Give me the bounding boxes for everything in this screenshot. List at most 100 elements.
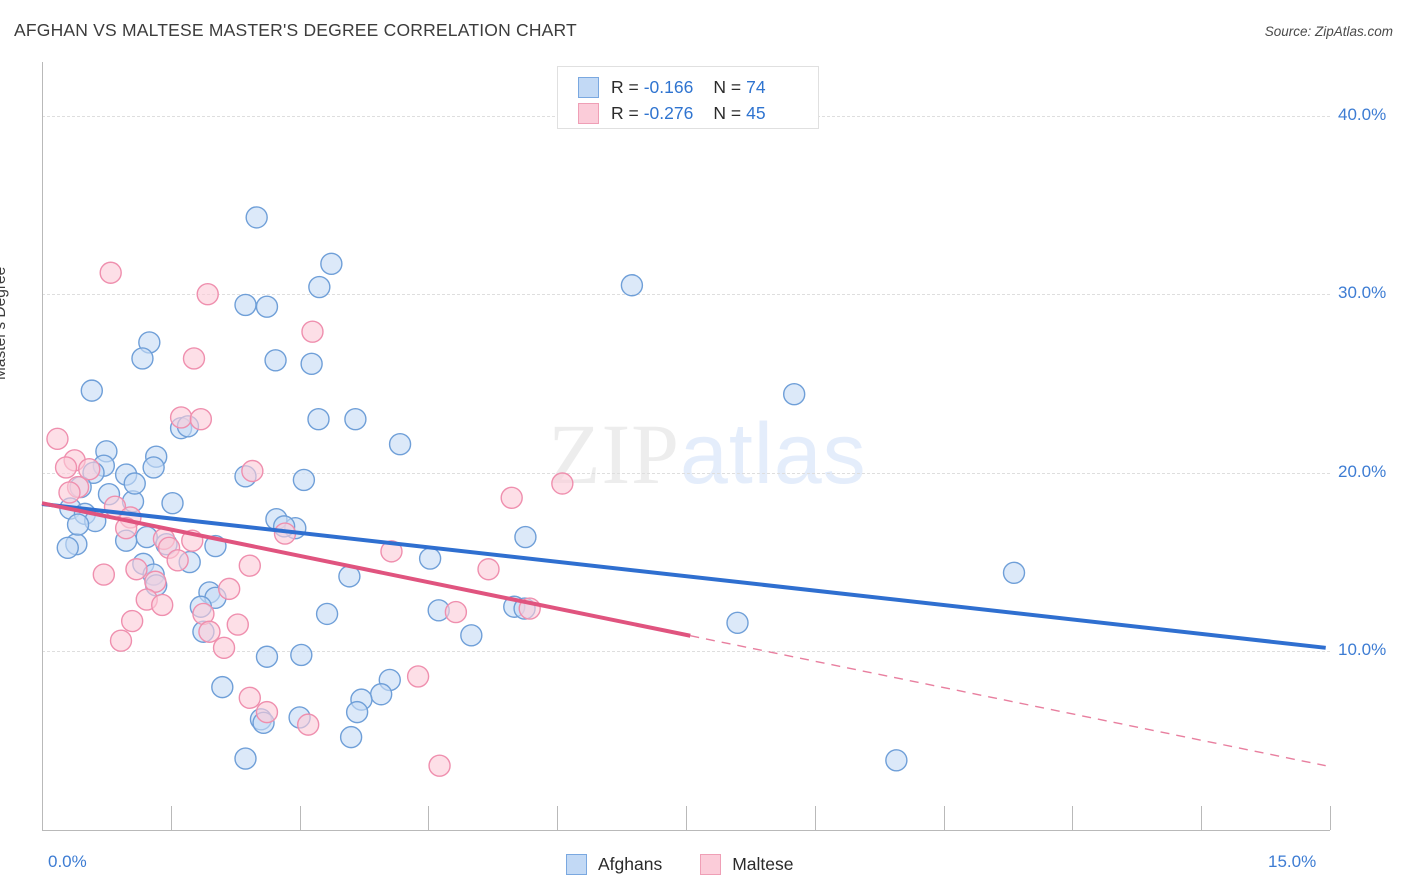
data-point[interactable] [315, 602, 339, 626]
data-point[interactable] [255, 700, 279, 724]
data-point[interactable] [307, 408, 330, 431]
x-axis-tick-label: 15.0% [1268, 852, 1317, 871]
correlation-row-afghans: R = -0.166 N = 74 [578, 75, 766, 99]
data-point[interactable] [301, 320, 324, 343]
series-label-afghans: Afghans [598, 853, 663, 874]
data-point[interactable] [92, 563, 116, 586]
data-point[interactable] [58, 481, 81, 504]
data-point[interactable] [418, 547, 442, 570]
trend-line-afghans [41, 502, 1326, 650]
data-point[interactable] [238, 686, 262, 710]
y-axis-tick-label: 30.0% [1338, 283, 1387, 303]
data-point[interactable] [514, 525, 537, 549]
data-point[interactable] [189, 408, 213, 431]
data-point[interactable] [620, 274, 644, 297]
data-point[interactable] [264, 349, 287, 372]
series-legend-item-afghans[interactable]: Afghans [566, 853, 663, 875]
data-point[interactable] [46, 427, 69, 451]
data-point[interactable] [99, 261, 122, 284]
data-point[interactable] [120, 609, 144, 633]
data-point[interactable] [66, 513, 90, 536]
data-point[interactable] [444, 600, 468, 624]
data-point[interactable] [234, 293, 257, 317]
source-attribution: Source: ZipAtlas.com [1264, 24, 1393, 39]
x-axis-tick-mark [1201, 806, 1203, 830]
data-point[interactable] [54, 456, 78, 479]
data-point[interactable] [211, 675, 234, 699]
x-axis-line [42, 830, 1330, 831]
data-point[interactable] [80, 379, 104, 402]
data-point[interactable] [380, 540, 403, 563]
y-axis-tick-label: 40.0% [1338, 104, 1387, 124]
data-point[interactable] [255, 295, 279, 318]
data-point[interactable] [161, 491, 184, 515]
data-point[interactable] [782, 383, 806, 406]
data-point[interactable] [238, 554, 262, 577]
data-point[interactable] [169, 406, 193, 429]
correlation-row-maltese: R = -0.276 N = 45 [578, 101, 766, 125]
data-point[interactable] [300, 352, 323, 376]
data-point[interactable] [369, 683, 393, 706]
r-value-afghans: -0.166 [643, 76, 694, 97]
data-point[interactable] [226, 613, 249, 636]
trend-line-maltese [41, 501, 691, 638]
data-point[interactable] [551, 472, 574, 495]
data-point[interactable] [109, 629, 133, 652]
y-axis-tick-label: 20.0% [1338, 461, 1387, 481]
r-value-maltese: -0.276 [643, 102, 694, 123]
data-point[interactable] [142, 456, 165, 479]
page-title: AFGHAN VS MALTESE MASTER'S DEGREE CORREL… [14, 20, 577, 40]
series-legend: Afghans Maltese [566, 851, 832, 877]
data-point[interactable] [292, 468, 316, 492]
data-point[interactable] [123, 472, 146, 495]
gridline-y [42, 651, 1330, 653]
data-point[interactable] [182, 347, 206, 370]
data-point[interactable] [477, 558, 500, 581]
data-point[interactable] [460, 624, 483, 647]
data-point[interactable] [198, 620, 221, 643]
data-point[interactable] [151, 593, 174, 617]
data-point[interactable] [241, 459, 264, 483]
data-point[interactable] [406, 665, 430, 688]
x-axis-tick-mark [814, 806, 816, 830]
data-point[interactable] [234, 747, 257, 770]
data-point[interactable] [320, 252, 343, 276]
series-label-maltese: Maltese [732, 853, 794, 874]
data-point[interactable] [212, 636, 236, 660]
y-axis-line [42, 62, 43, 830]
data-point[interactable] [345, 700, 369, 724]
data-point[interactable] [344, 408, 367, 431]
data-point[interactable] [131, 347, 154, 370]
legend-swatch-afghans [578, 76, 599, 98]
data-point[interactable] [885, 749, 908, 772]
data-point[interactable] [196, 282, 219, 306]
trend-line-projection-maltese [690, 635, 1326, 767]
data-point[interactable] [428, 754, 451, 777]
y-axis-tick-label: 10.0% [1338, 640, 1387, 660]
data-point[interactable] [56, 536, 79, 559]
data-point[interactable] [308, 275, 331, 299]
data-point[interactable] [339, 725, 363, 749]
data-point[interactable] [78, 458, 101, 481]
data-point[interactable] [166, 549, 189, 572]
data-point[interactable] [500, 486, 523, 509]
data-point[interactable] [388, 433, 412, 456]
data-point[interactable] [726, 611, 749, 635]
n-value-afghans: 74 [746, 76, 766, 97]
data-point[interactable] [144, 570, 167, 593]
data-point[interactable] [290, 643, 313, 667]
r-label-maltese: R = [611, 102, 639, 123]
n-value-maltese: 45 [746, 102, 766, 123]
data-point[interactable] [1002, 561, 1026, 585]
data-point[interactable] [296, 713, 320, 736]
data-point[interactable] [217, 577, 241, 601]
correlation-legend: R = -0.166 N = 74 R = -0.276 N = 45 [557, 66, 819, 129]
series-swatch-afghans [566, 853, 587, 875]
data-point[interactable] [245, 206, 268, 229]
x-axis-tick-mark [1072, 806, 1074, 830]
series-legend-item-maltese[interactable]: Maltese [700, 853, 794, 875]
data-point[interactable] [255, 645, 279, 668]
gridline-y [42, 472, 1330, 474]
data-point[interactable] [125, 558, 148, 581]
